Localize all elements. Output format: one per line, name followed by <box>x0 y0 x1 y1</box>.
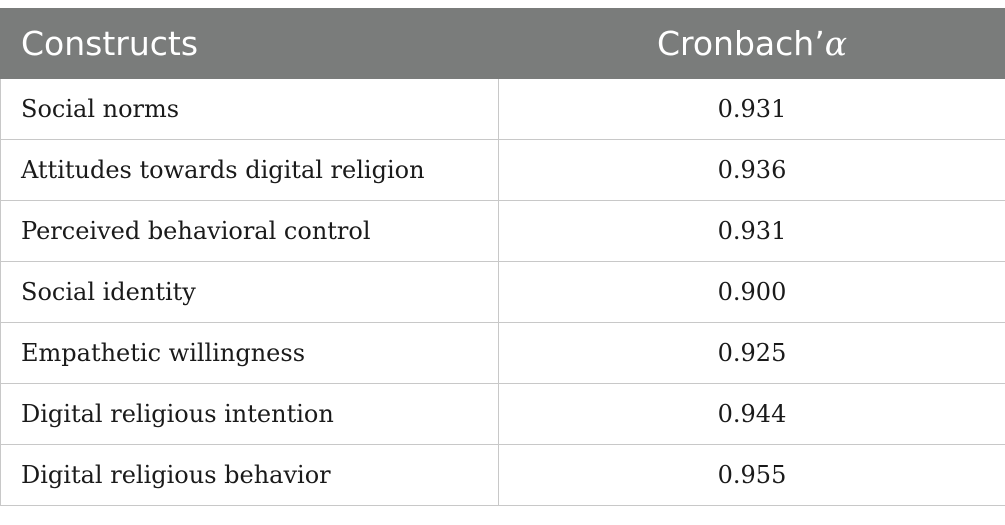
table-header: Constructs Cronbach’α <box>0 8 1005 79</box>
construct-cell: Social identity <box>0 261 499 323</box>
alpha-value-cell: 0.944 <box>498 383 1005 445</box>
alpha-symbol: α <box>824 24 847 63</box>
construct-cell: Social norms <box>0 78 499 140</box>
table-row: Perceived behavioral control 0.931 <box>0 200 1005 262</box>
construct-cell: Digital religious intention <box>0 383 499 445</box>
alpha-value-cell: 0.900 <box>498 261 1005 323</box>
header-cronbach-alpha: Cronbach’α <box>498 8 1005 79</box>
alpha-value-cell: 0.931 <box>498 78 1005 140</box>
table-row: Empathetic willingness 0.925 <box>0 322 1005 384</box>
header-row: Constructs Cronbach’α <box>0 8 1005 79</box>
table-row: Digital religious intention 0.944 <box>0 383 1005 445</box>
construct-cell: Empathetic willingness <box>0 322 499 384</box>
header-cronbach-label: Cronbach’ <box>656 24 825 63</box>
table-body: Social norms 0.931 Attitudes towards dig… <box>0 78 1005 506</box>
table-row: Attitudes towards digital religion 0.936 <box>0 139 1005 201</box>
alpha-value-cell: 0.931 <box>498 200 1005 262</box>
header-constructs: Constructs <box>0 8 499 79</box>
construct-cell: Perceived behavioral control <box>0 200 499 262</box>
alpha-value-cell: 0.955 <box>498 444 1005 506</box>
construct-cell: Digital religious behavior <box>0 444 499 506</box>
table-row: Social norms 0.931 <box>0 78 1005 140</box>
table-row: Social identity 0.900 <box>0 261 1005 323</box>
alpha-value-cell: 0.925 <box>498 322 1005 384</box>
reliability-table: Constructs Cronbach’α Social norms 0.931… <box>0 8 1005 506</box>
alpha-value-cell: 0.936 <box>498 139 1005 201</box>
reliability-table-container: Constructs Cronbach’α Social norms 0.931… <box>0 8 1005 506</box>
construct-cell: Attitudes towards digital religion <box>0 139 499 201</box>
table-row: Digital religious behavior 0.955 <box>0 444 1005 506</box>
